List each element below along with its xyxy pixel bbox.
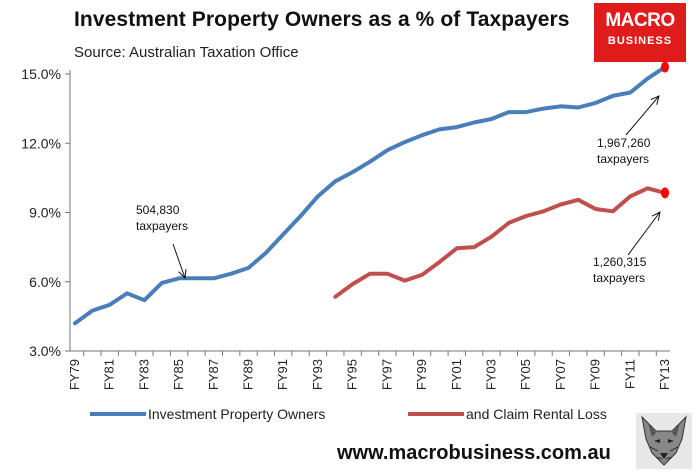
x-tick-label: FY89 [241, 359, 256, 390]
annotation-arrow-line [627, 211, 661, 256]
x-tick-label: FY91 [275, 359, 290, 390]
y-tick-label: 3.0% [29, 343, 61, 359]
series-line-investment-property-owners [73, 65, 667, 326]
legend-label: and Claim Rental Loss [466, 406, 607, 422]
x-tick-label: FY03 [483, 359, 498, 390]
x-tick-label: FY97 [379, 359, 394, 390]
legend-label: Investment Property Owners [148, 406, 325, 422]
logo-line2: BUSINESS [607, 35, 673, 47]
y-tick-label: 9.0% [29, 205, 61, 221]
x-tick-label: FY05 [518, 359, 533, 390]
chart-annotations: 504,830 taxpayers 1,967,260 taxpayers 1,260,… [136, 95, 661, 285]
chart-title: Investment Property Owners as a % of Tax… [74, 8, 570, 31]
macrobusiness-logo: MACRO BUSINESS [594, 3, 686, 62]
x-tick-label: FY11 [622, 359, 637, 389]
x-tick-label: FY93 [310, 359, 325, 390]
x-tick-label: FY09 [588, 359, 603, 390]
logo-line1: MACRO [605, 10, 675, 31]
chart-axes: 3.0% 6.0% 9.0% 12.0% 15.0% FY79 FY81 FY83 FY85 FY… [21, 66, 672, 390]
annotation-arrow-line [625, 95, 660, 136]
x-tick-label: FY83 [136, 359, 151, 390]
x-tick-label: FY79 [67, 359, 82, 390]
series-endpoint-marker [661, 61, 669, 73]
x-tick-label: FY87 [206, 359, 221, 390]
annotation-arrow-head [178, 268, 187, 280]
chart-source: Source: Australian Taxation Office [74, 44, 299, 61]
series-line-claim-rental-loss [333, 186, 667, 299]
annotation-arrow-head [651, 211, 661, 221]
annotation-arrow-head [650, 95, 660, 105]
x-tick-label: FY01 [449, 359, 464, 390]
fox-logo-icon [636, 413, 692, 469]
annotation-value: 1,260,315 [593, 255, 647, 269]
y-tick-label: 15.0% [21, 66, 61, 82]
x-tick-label: FY95 [345, 359, 360, 390]
annotation-unit: taxpayers [136, 219, 188, 233]
y-tick-label: 12.0% [21, 135, 61, 151]
annotation-unit: taxpayers [597, 152, 649, 166]
footer-url[interactable]: www.macrobusiness.com.au [337, 442, 611, 464]
annotation-arrow-line [172, 243, 186, 279]
annotation-unit: taxpayers [593, 271, 645, 285]
x-tick-label: FY85 [171, 359, 186, 390]
annotation-value: 504,830 [136, 203, 180, 217]
y-tick-label: 6.0% [29, 274, 61, 290]
chart-series [73, 61, 669, 326]
x-tick-label: FY13 [657, 359, 672, 390]
x-tick-label: FY81 [102, 359, 117, 390]
annotation-value: 1,967,260 [597, 136, 651, 150]
x-tick-label: FY99 [414, 359, 429, 390]
chart-legend: Investment Property Owners and Claim Rent… [90, 406, 607, 422]
x-tick-label: FY07 [553, 359, 568, 390]
series-endpoint-marker [661, 187, 669, 199]
